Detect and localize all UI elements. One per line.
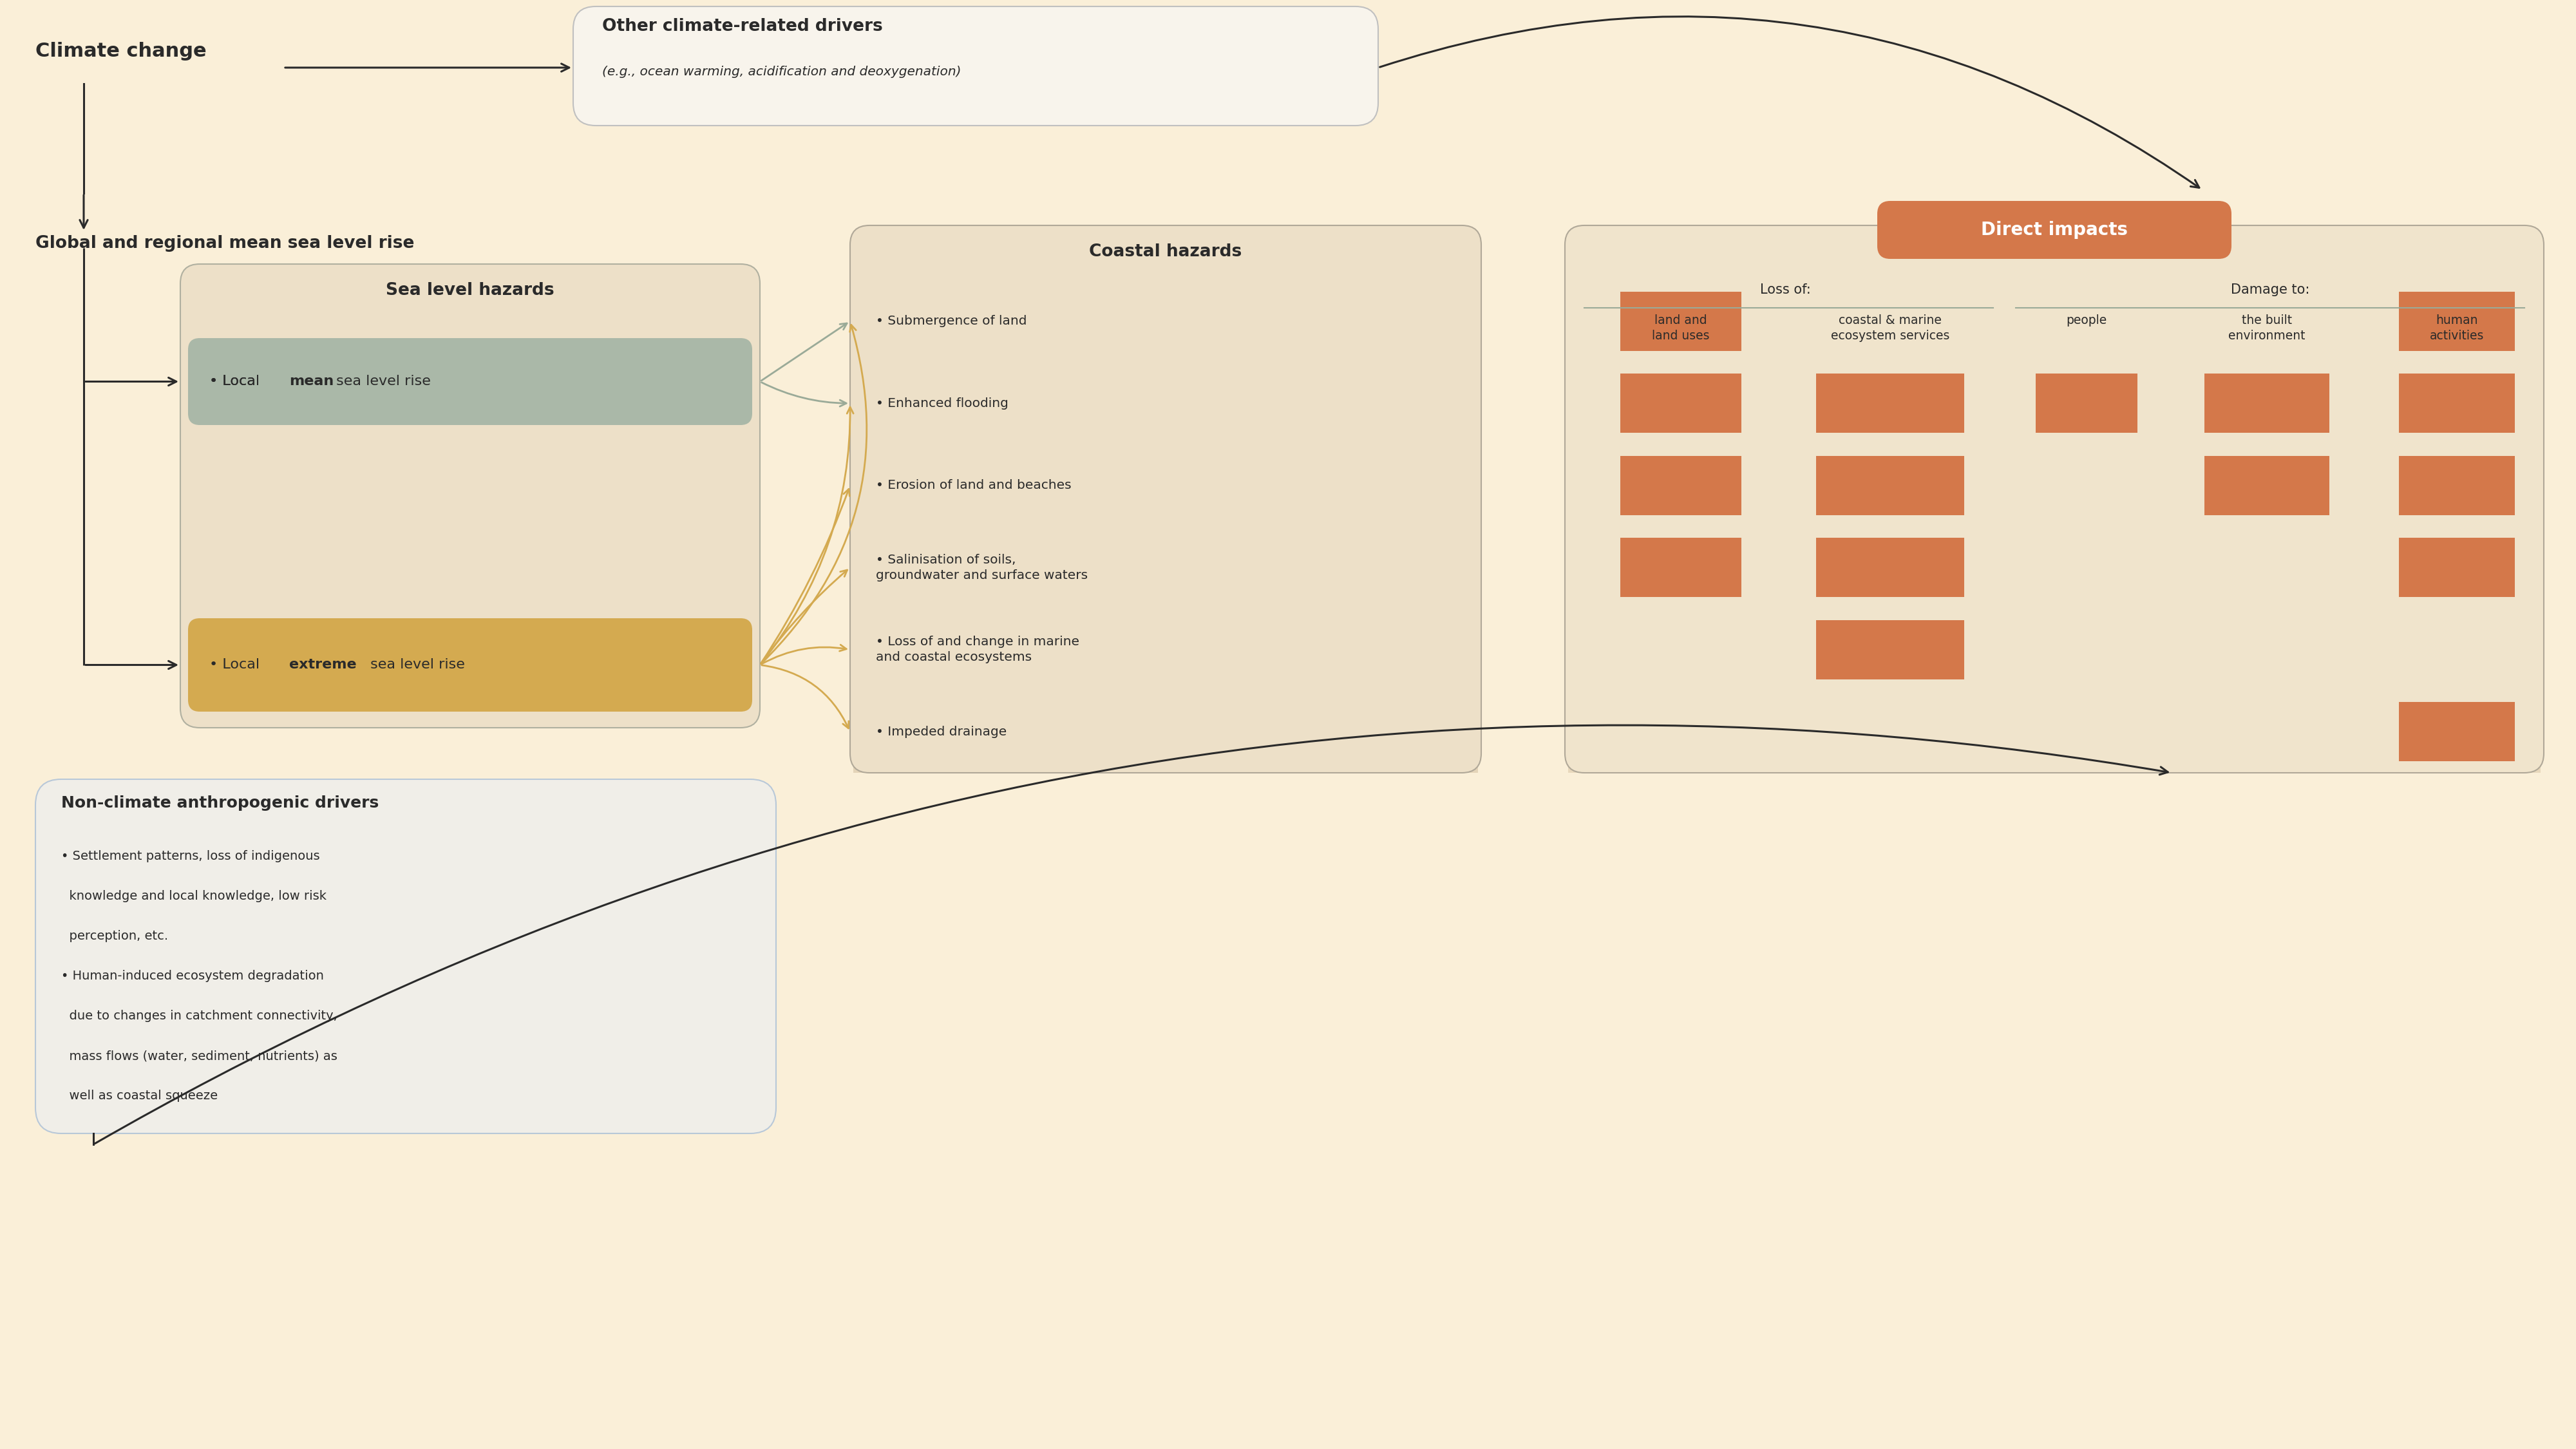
Text: Climate change: Climate change (36, 42, 206, 61)
Text: • Salinisation of soils,
groundwater and surface waters: • Salinisation of soils, groundwater and… (876, 554, 1087, 581)
Bar (2035, 374, 2138, 433)
FancyBboxPatch shape (36, 780, 775, 1133)
Bar (853, 609, 1479, 691)
Bar (1569, 445, 2540, 526)
Bar (1816, 456, 1965, 514)
Bar (853, 526, 1479, 609)
Text: • Submergence of land: • Submergence of land (876, 314, 1028, 327)
Text: well as coastal squeeze: well as coastal squeeze (62, 1090, 219, 1101)
Text: Other climate-related drivers: Other climate-related drivers (603, 17, 884, 35)
Bar (2398, 703, 2514, 761)
Bar (2205, 456, 2329, 514)
Text: • Loss of and change in marine
and coastal ecosystems: • Loss of and change in marine and coast… (876, 636, 1079, 664)
Bar (1816, 374, 1965, 433)
Text: perception, etc.: perception, etc. (62, 930, 167, 942)
Bar (2398, 291, 2514, 351)
Bar (1569, 609, 2540, 691)
FancyBboxPatch shape (1566, 226, 2545, 772)
Bar (1816, 620, 1965, 680)
Text: Global and regional mean sea level rise: Global and regional mean sea level rise (36, 235, 415, 252)
Bar (1620, 456, 1741, 514)
Text: due to changes in catchment connectivity,: due to changes in catchment connectivity… (62, 1010, 337, 1022)
Text: Loss of:: Loss of: (1759, 284, 1811, 296)
FancyBboxPatch shape (1878, 201, 2231, 259)
Bar (1569, 526, 2540, 609)
Bar (853, 280, 1479, 362)
FancyBboxPatch shape (850, 226, 1481, 772)
Text: mean: mean (289, 375, 335, 388)
Bar (1620, 291, 1741, 351)
Text: knowledge and local knowledge, low risk: knowledge and local knowledge, low risk (62, 890, 327, 903)
Bar (1620, 538, 1741, 597)
Bar (853, 691, 1479, 772)
Bar (2398, 456, 2514, 514)
FancyBboxPatch shape (180, 264, 760, 727)
Text: human
activities: human activities (2429, 314, 2483, 342)
Bar (1816, 538, 1965, 597)
Text: • Settlement patterns, loss of indigenous: • Settlement patterns, loss of indigenou… (62, 851, 319, 862)
FancyBboxPatch shape (572, 6, 1378, 126)
Text: Damage to:: Damage to: (2231, 284, 2311, 296)
Bar (2205, 374, 2329, 433)
Text: • Local: • Local (209, 375, 265, 388)
Bar (2398, 538, 2514, 597)
Bar (853, 445, 1479, 526)
Bar (853, 362, 1479, 445)
Bar (1569, 362, 2540, 445)
Text: extreme: extreme (289, 658, 355, 671)
Text: • Erosion of land and beaches: • Erosion of land and beaches (876, 480, 1072, 491)
Bar (2398, 374, 2514, 433)
Text: • Impeded drainage: • Impeded drainage (876, 726, 1007, 738)
Text: coastal & marine
ecosystem services: coastal & marine ecosystem services (1832, 314, 1950, 342)
Text: sea level rise: sea level rise (366, 658, 464, 671)
Bar (1569, 280, 2540, 362)
Text: mass flows (water, sediment, nutrients) as: mass flows (water, sediment, nutrients) … (62, 1049, 337, 1062)
Text: Non-climate anthropogenic drivers: Non-climate anthropogenic drivers (62, 796, 379, 811)
Text: • Enhanced flooding: • Enhanced flooding (876, 397, 1007, 410)
Text: land and
land uses: land and land uses (1651, 314, 1710, 342)
Text: • Local: • Local (209, 658, 265, 671)
Text: Sea level hazards: Sea level hazards (386, 283, 554, 298)
Text: Direct impacts: Direct impacts (1981, 220, 2128, 239)
Text: (e.g., ocean warming, acidification and deoxygenation): (e.g., ocean warming, acidification and … (603, 65, 961, 78)
FancyBboxPatch shape (188, 338, 752, 425)
Text: Coastal hazards: Coastal hazards (1090, 243, 1242, 261)
Bar (1569, 691, 2540, 772)
Bar (1620, 374, 1741, 433)
FancyBboxPatch shape (188, 619, 752, 711)
Text: the built
environment: the built environment (2228, 314, 2306, 342)
Text: people: people (2066, 314, 2107, 326)
Text: sea level rise: sea level rise (332, 375, 430, 388)
Text: • Local: • Local (209, 375, 265, 388)
Text: • Human-induced ecosystem degradation: • Human-induced ecosystem degradation (62, 969, 325, 982)
